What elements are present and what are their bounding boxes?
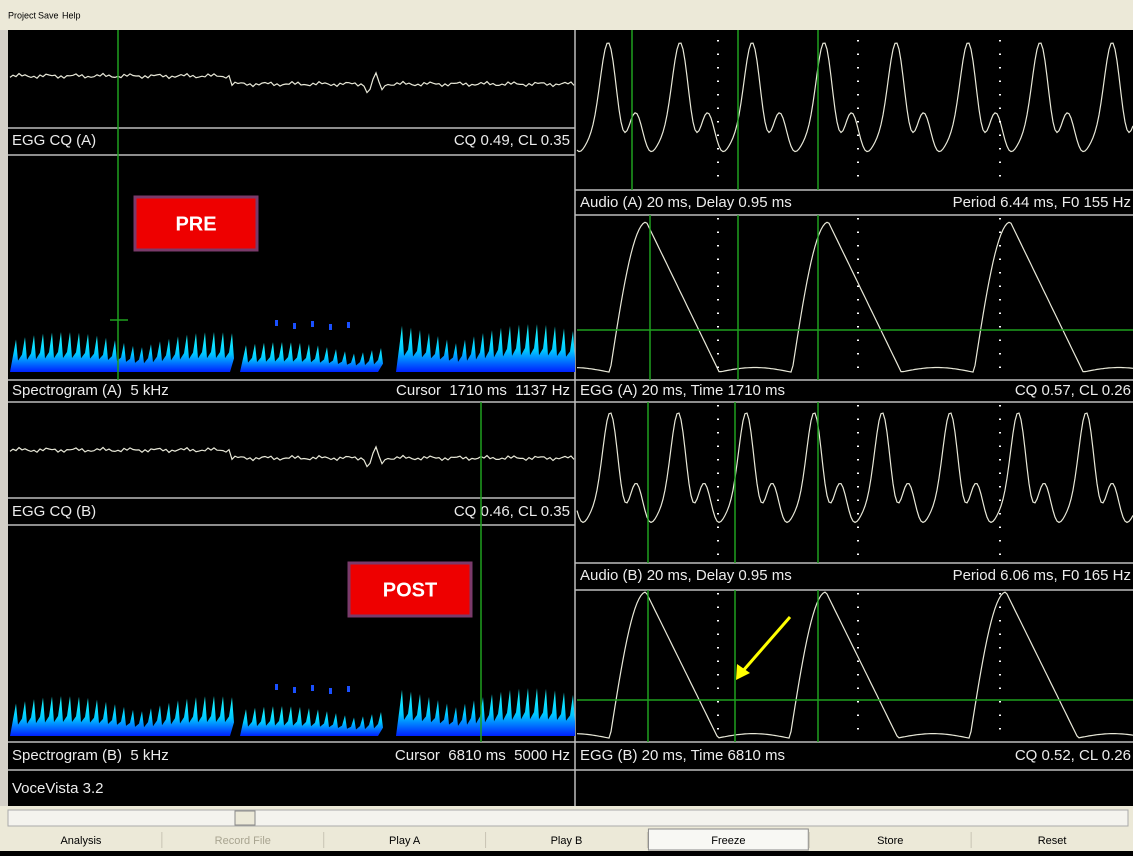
- panel-label: EGG CQ (B): [12, 503, 96, 520]
- panel-label: Audio (A) 20 ms, Delay 0.95 ms: [580, 194, 792, 211]
- spectrogram-dot: [347, 322, 350, 328]
- left-border: [0, 30, 8, 806]
- button-label[interactable]: Store: [877, 835, 903, 847]
- spectrogram-dot: [311, 685, 314, 691]
- scroll-thumb[interactable]: [235, 811, 255, 825]
- button-label[interactable]: Play B: [551, 835, 583, 847]
- spectrogram-dot: [329, 688, 332, 694]
- spectrogram-dot: [329, 324, 332, 330]
- spectrogram-dot: [293, 687, 296, 693]
- tag-text: POST: [383, 579, 437, 601]
- button-label[interactable]: Record File: [215, 835, 271, 847]
- button-label[interactable]: Reset: [1038, 835, 1067, 847]
- menu-bar: [0, 0, 1133, 30]
- panel-info: CQ 0.52, CL 0.26: [1015, 747, 1131, 764]
- panel-label: EGG CQ (A): [12, 132, 96, 149]
- panel-info: Cursor 1710 ms 1137 Hz: [396, 382, 570, 399]
- voce-vista-window: ProjectSaveHelp EGG CQ (A) CQ 0.49, CL 0.3…: [0, 0, 1133, 851]
- spectrogram-dot: [293, 323, 296, 329]
- panel-info: Period 6.06 ms, F0 165 Hz: [953, 567, 1131, 584]
- button-label[interactable]: Play A: [389, 835, 421, 847]
- panel-info: Cursor 6810 ms 5000 Hz: [395, 747, 570, 764]
- menu-item[interactable]: Help: [62, 10, 81, 20]
- menu-item[interactable]: Save: [38, 10, 59, 20]
- panel-info: CQ 0.46, CL 0.35: [454, 503, 570, 520]
- button-label[interactable]: Analysis: [60, 835, 101, 847]
- panel-info: CQ 0.49, CL 0.35: [454, 132, 570, 149]
- panel-label: EGG (A) 20 ms, Time 1710 ms: [580, 382, 785, 399]
- panel-label: EGG (B) 20 ms, Time 6810 ms: [580, 747, 785, 764]
- tag-text: PRE: [175, 213, 216, 235]
- page: ProjectSaveHelp EGG CQ (A) CQ 0.49, CL 0.3…: [0, 0, 1133, 851]
- panel-label: Spectrogram (A) 5 kHz: [12, 382, 169, 399]
- panel-label: Spectrogram (B) 5 kHz: [12, 747, 169, 764]
- spectrogram-dot: [311, 321, 314, 327]
- panel-info: CQ 0.57, CL 0.26: [1015, 382, 1131, 399]
- spectrogram-dot: [275, 684, 278, 690]
- scrollbar[interactable]: [8, 810, 1128, 826]
- panel-info: Period 6.44 ms, F0 155 Hz: [953, 194, 1131, 211]
- spectrogram-dot: [347, 686, 350, 692]
- menu-item[interactable]: Project: [8, 10, 37, 20]
- spectrogram-dot: [275, 320, 278, 326]
- status-text: VoceVista 3.2: [12, 780, 103, 797]
- button-label[interactable]: Freeze: [711, 835, 745, 847]
- panel-label: Audio (B) 20 ms, Delay 0.95 ms: [580, 567, 792, 584]
